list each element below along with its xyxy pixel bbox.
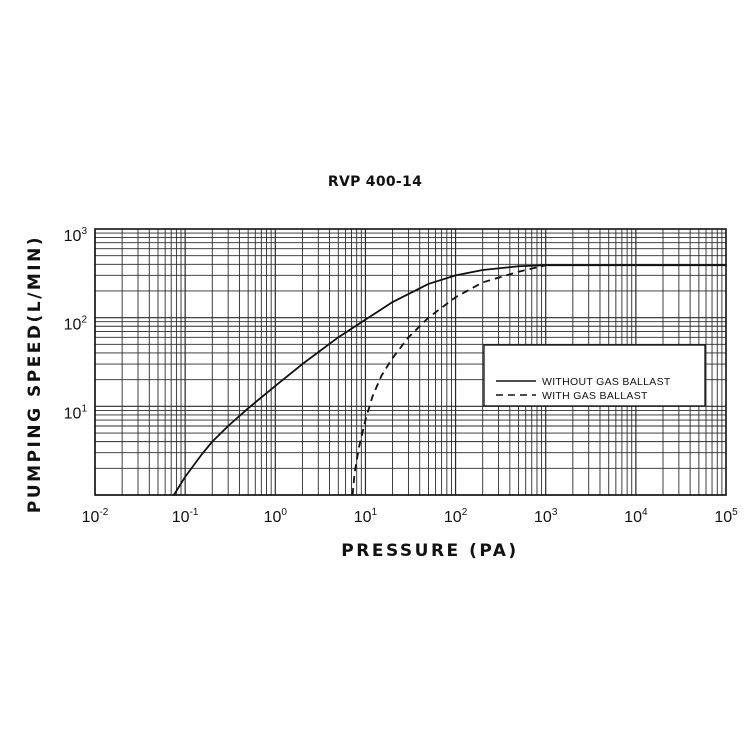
x-tick-label: 101 <box>354 507 378 526</box>
y-tick-exponent: 3 <box>81 226 87 237</box>
x-tick-exponent: 2 <box>462 507 468 518</box>
legend: WITHOUT GAS BALLAST WITH GAS BALLAST <box>483 344 706 407</box>
x-tick-label: 10-2 <box>82 507 109 526</box>
y-tick-base: 10 <box>64 228 82 245</box>
x-tick-exponent: -1 <box>190 507 199 518</box>
x-tick-label: 100 <box>264 507 288 526</box>
series-layer <box>172 264 727 496</box>
x-tick-label: 103 <box>534 507 558 526</box>
x-tick-label: 104 <box>624 507 648 526</box>
x-tick-exponent: 4 <box>642 507 648 518</box>
plot-frame <box>94 228 727 496</box>
x-tick-base: 10 <box>714 509 732 526</box>
x-tick-label: 10-1 <box>172 507 199 526</box>
legend-label: WITH GAS BALLAST <box>542 390 648 402</box>
chart-title: RVP 400-14 <box>327 174 423 190</box>
y-tick-label: 101 <box>64 403 88 422</box>
x-tick-exponent: 5 <box>732 507 738 518</box>
x-tick-base: 10 <box>534 509 552 526</box>
x-tick-base: 10 <box>82 509 100 526</box>
y-tick-base: 10 <box>64 317 82 334</box>
y-axis-title: PUMPING SPEED(L/MIN) <box>25 235 45 513</box>
y-tick-base: 10 <box>64 405 82 422</box>
x-tick-label: 102 <box>444 507 468 526</box>
series-without-gas-ballast <box>172 264 727 496</box>
legend-box <box>483 344 706 407</box>
x-tick-base: 10 <box>172 509 190 526</box>
x-tick-base: 10 <box>354 509 372 526</box>
x-tick-exponent: 3 <box>552 507 558 518</box>
y-tick-label: 102 <box>64 315 88 334</box>
x-tick-exponent: 1 <box>372 507 378 518</box>
legend-label: WITHOUT GAS BALLAST <box>542 376 671 388</box>
x-tick-label: 105 <box>714 507 738 526</box>
x-tick-base: 10 <box>624 509 642 526</box>
y-tick-exponent: 2 <box>81 315 87 326</box>
y-tick-exponent: 1 <box>81 403 87 414</box>
y-tick-label: 103 <box>64 226 88 245</box>
x-tick-exponent: -2 <box>99 507 108 518</box>
x-tick-exponent: 0 <box>281 507 287 518</box>
x-axis-title: PRESSURE (PA) <box>341 541 518 561</box>
x-tick-base: 10 <box>264 509 282 526</box>
series-with-gas-ballast <box>351 264 546 496</box>
x-tick-base: 10 <box>444 509 462 526</box>
